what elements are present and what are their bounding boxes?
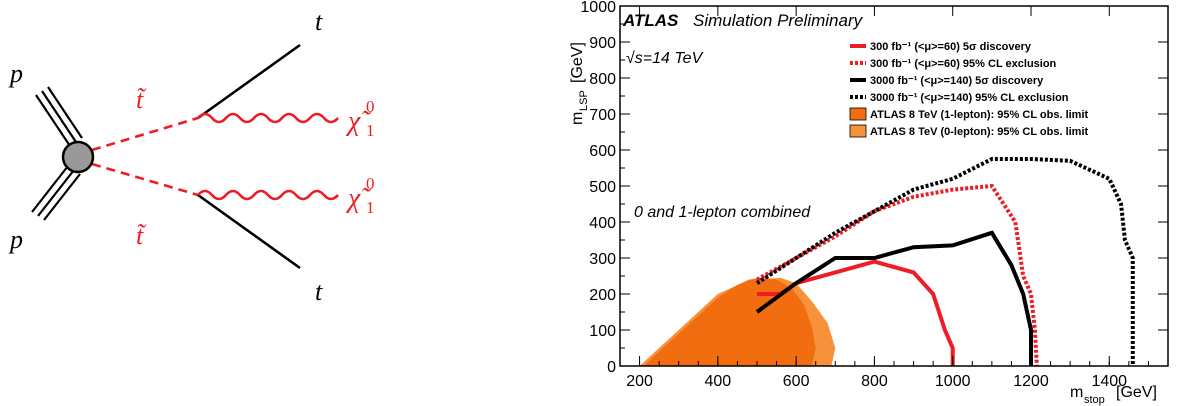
label-top-bottom: t	[315, 277, 323, 306]
y-tick-label: 1000	[580, 0, 616, 16]
y-tick-label: 400	[589, 215, 616, 232]
legend-label: 300 fb⁻¹ (<μ>=60) 95% CL exclusion	[870, 58, 1057, 70]
y-tick-label: 0	[607, 359, 616, 376]
y-axis-label: m LSP [GeV]	[569, 42, 590, 125]
y-tick-label: 300	[589, 251, 616, 268]
legend-label: 3000 fb⁻¹ (<μ>=140) 5σ discovery	[870, 75, 1044, 87]
label-top-top: t	[315, 7, 323, 36]
x-axis: 200 400 600 800 1000 1200 1400	[626, 6, 1149, 390]
label-neutralino-bottom: χ̃ 0 1	[345, 174, 375, 217]
legend-label: ATLAS 8 TeV (1-lepton): 95% CL obs. limi…	[870, 109, 1089, 121]
x-tick-label: 200	[626, 373, 653, 390]
legend-label: 300 fb⁻¹ (<μ>=60) 5σ discovery	[870, 41, 1032, 53]
stop-propagators	[91, 116, 199, 197]
legend-item-1lepton: ATLAS 8 TeV (1-lepton): 95% CL obs. limi…	[849, 107, 1089, 121]
legend-item-0lepton: ATLAS 8 TeV (0-lepton): 95% CL obs. limi…	[849, 124, 1089, 138]
area-1lepton	[643, 277, 816, 366]
line-300-exclusion	[756, 183, 1039, 367]
interaction-blob	[61, 140, 95, 174]
energy-label: √s=14 TeV	[626, 50, 704, 67]
feynman-diagram: p p t̃ t̃ t t χ̃ 0 1 χ̃ 0 1	[8, 7, 375, 306]
x-tick-label: 400	[705, 373, 732, 390]
legend-item-3000-exclusion: 3000 fb⁻¹ (<μ>=140) 95% CL exclusion	[850, 92, 1069, 104]
y-tick-label: 600	[589, 143, 616, 160]
xlabel-sub: stop	[1084, 394, 1105, 406]
legend-item-300-exclusion: 300 fb⁻¹ (<μ>=60) 95% CL exclusion	[850, 58, 1057, 70]
legend-label: ATLAS 8 TeV (0-lepton): 95% CL obs. limi…	[870, 126, 1089, 138]
xlabel-unit: [GeV]	[1116, 384, 1157, 401]
plot-areas	[639, 277, 836, 366]
label-neutralino-top: χ̃ 0 1	[345, 97, 375, 140]
x-axis-label: m stop [GeV]	[1070, 384, 1157, 406]
y-tick-label: 200	[589, 287, 616, 304]
legend-label: 3000 fb⁻¹ (<μ>=140) 95% CL exclusion	[870, 92, 1069, 104]
y-tick-label: 800	[589, 71, 616, 88]
y-tick-label: 900	[589, 35, 616, 52]
plot-lines	[755, 157, 1135, 367]
annotation-combined: 0 and 1-lepton combined	[634, 204, 811, 221]
x-tick-label: 1200	[1013, 373, 1049, 390]
ylabel-sub: LSP	[578, 90, 590, 111]
neutralino-line-bottom	[197, 189, 339, 201]
x-tick-label: 1400	[1091, 373, 1127, 390]
line-3000-discovery	[755, 230, 1033, 366]
top-quark-lines	[197, 43, 301, 270]
chart-title: ATLAS	[622, 11, 679, 30]
proton-bottom-lines	[31, 165, 81, 221]
legend-item-300-discovery: 300 fb⁻¹ (<μ>=60) 5σ discovery	[850, 41, 1032, 53]
x-tick-label: 600	[783, 373, 810, 390]
x-tick-label: 1000	[935, 373, 971, 390]
label-p-bottom: p	[8, 225, 23, 254]
exclusion-chart: 200 400 600 800 1000 1200 1400 0 100 200 300 400 50…	[569, 0, 1169, 406]
y-tick-label: 100	[589, 323, 616, 340]
proton-top-lines	[35, 86, 83, 147]
neutralino-line-top	[197, 112, 339, 124]
chi-superscript: 0	[366, 174, 375, 193]
label-stop-top: t̃	[136, 85, 147, 114]
xlabel-main: m	[1070, 384, 1083, 401]
y-axis: 0 100 200 300 400 500 600 700 800 900 1000	[580, 0, 1168, 376]
y-tick-label: 700	[589, 107, 616, 124]
ylabel-unit: [GeV]	[569, 42, 586, 83]
chart-title-suffix: Simulation Preliminary	[693, 11, 864, 30]
legend: 300 fb⁻¹ (<μ>=60) 5σ discovery 300 fb⁻¹ …	[849, 41, 1089, 138]
line-3000-exclusion	[755, 157, 1135, 366]
y-tick-label: 500	[589, 179, 616, 196]
chi-subscript: 1	[366, 198, 375, 217]
x-tick-label: 800	[861, 373, 888, 390]
ylabel-main: m	[569, 112, 586, 125]
label-stop-bottom: t̃	[136, 221, 147, 250]
chi-subscript: 1	[366, 121, 375, 140]
label-p-top: p	[8, 59, 23, 88]
legend-item-3000-discovery: 3000 fb⁻¹ (<μ>=140) 5σ discovery	[850, 75, 1044, 87]
chi-superscript: 0	[366, 97, 375, 116]
